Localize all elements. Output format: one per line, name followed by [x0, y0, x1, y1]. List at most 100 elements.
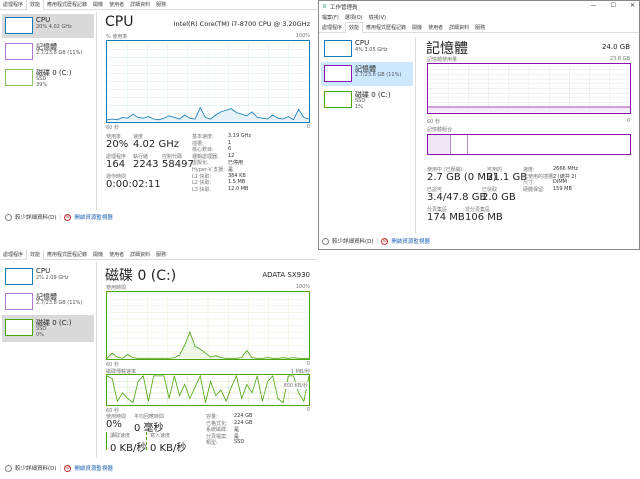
task-manager-window: ⚙ 工作管理員 — ☐ ✕ 檔案(F) 選項(O) 檢視(V) 處理程序 效能 …	[318, 0, 640, 250]
spec-label: 分頁檔案:	[206, 433, 228, 440]
tab-app-history[interactable]: 應用程式歷程記錄	[366, 24, 407, 31]
spec-label: 系統磁碟:	[206, 427, 228, 434]
menu-options[interactable]: 選項(O)	[344, 15, 363, 21]
spec-row: 核心數目: 6	[192, 146, 251, 153]
tab-processes[interactable]: 處理程序	[3, 1, 24, 8]
tab-processes[interactable]: 處理程序	[322, 24, 343, 31]
spec-label: 基本速度:	[192, 134, 214, 140]
tab-details[interactable]: 詳細資料	[130, 1, 151, 8]
spec-value: 是	[234, 433, 240, 440]
sidebar-sub: SSD 1%	[355, 98, 366, 110]
time-left: 60 秒	[427, 119, 440, 125]
fewer-details-button[interactable]: 較少詳細資料(D)	[15, 215, 57, 221]
disk-type: SSD	[355, 98, 366, 104]
tab-users[interactable]: 使用者	[109, 251, 125, 258]
spec-row: 速度: 2666 MHz	[523, 166, 578, 173]
disk-active-time-graph	[106, 291, 310, 360]
sidebar-item-disk[interactable]: 磁碟 0 (C:) SSD 39%	[2, 66, 94, 90]
chevron-up-icon[interactable]: ˄	[5, 213, 12, 221]
tab-services[interactable]: 服務	[156, 251, 167, 258]
tab-startup[interactable]: 開機	[412, 24, 423, 31]
fewer-details-button[interactable]: 較少詳細資料(D)	[15, 466, 57, 472]
response-time-label: 平均回應時間	[134, 414, 165, 420]
spec-label: 硬體保留:	[523, 186, 545, 193]
tab-startup[interactable]: 開機	[93, 1, 104, 8]
open-resource-monitor-link[interactable]: 開啟資源監視器	[74, 215, 113, 221]
speed-label: 速度	[133, 134, 144, 140]
spec-value: 3.19 GHz	[228, 133, 251, 139]
disk-specs: 容量: 224 GB 已格式化: 224 GB 系統磁碟: 是分頁檔案: 是類型: SSD	[206, 413, 252, 446]
spec-label: 速度:	[523, 167, 535, 173]
tab-details[interactable]: 詳細資料	[449, 24, 470, 31]
spec-label: 已格式化:	[206, 420, 228, 427]
read-speed-label: 讀取速度	[110, 433, 131, 439]
tab-services[interactable]: 服務	[156, 1, 167, 8]
tab-app-history[interactable]: 應用程式歷程記錄	[47, 1, 88, 8]
minimize-button[interactable]: —	[590, 2, 597, 9]
sidebar-item-cpu[interactable]: CPU 2% 2.09 GHz	[2, 265, 94, 289]
footer: ˄ 較少詳細資料(D) | ⊘ 開啟資源監視器	[5, 464, 113, 472]
tab-performance[interactable]: 效能	[26, 250, 45, 260]
title-bar: ⚙ 工作管理員	[322, 3, 357, 11]
chevron-up-icon[interactable]: ˄	[322, 237, 329, 245]
memory-thumbnail	[5, 293, 33, 310]
fewer-details-button[interactable]: 較少詳細資料(D)	[332, 239, 374, 245]
menu-file[interactable]: 檔案(F)	[322, 15, 339, 21]
spec-row: 類型: SSD	[206, 439, 252, 446]
sidebar-item-memory[interactable]: 記憶體 2.7/23.8 GB (11%)	[2, 40, 94, 64]
sidebar-label: CPU	[36, 16, 51, 24]
memory-specs: 速度: 2666 MHz 已使用的插槽: 2 (總共 2) 尺寸: DIMM 硬體保留: 15…	[523, 166, 578, 193]
disk-usage: 39%	[36, 81, 48, 88]
sidebar-sub: 2% 2.09 GHz	[36, 275, 69, 281]
sidebar-item-memory[interactable]: 記憶體 2.7/23.8 GB (11%)	[321, 62, 413, 86]
tab-details[interactable]: 詳細資料	[130, 251, 151, 258]
chevron-up-icon[interactable]: ˄	[5, 464, 12, 472]
footer: ˄ 較少詳細資料(D) | ⊘ 開啟資源監視器	[322, 237, 430, 245]
open-resource-monitor-link[interactable]: 開啟資源監視器	[391, 239, 430, 245]
footer: ˄ 較少詳細資料(D) | ⊘ 開啟資源監視器	[5, 213, 113, 221]
tab-startup[interactable]: 開機	[93, 251, 104, 258]
divider	[415, 37, 416, 233]
close-button[interactable]: ✕	[629, 2, 635, 9]
in-use-label: 使用中 (已壓縮)	[427, 167, 463, 173]
spec-value: 1.5 MB	[228, 179, 246, 186]
menu-bar: 檔案(F) 選項(O) 檢視(V)	[322, 14, 386, 21]
menu-view[interactable]: 檢視(V)	[368, 15, 386, 21]
tab-users[interactable]: 使用者	[428, 24, 444, 31]
time-right: 0	[306, 124, 310, 130]
standby-segment	[451, 135, 468, 154]
tab-performance[interactable]: 效能	[26, 0, 45, 10]
available-value: 21.1 GB	[487, 172, 528, 183]
disk-model: ADATA SX930	[262, 271, 310, 279]
sidebar-item-disk[interactable]: 磁碟 0 (C:) SSD 1%	[321, 88, 413, 112]
tab-bar: 處理程序 效能 應用程式歷程記錄 開機 使用者 詳細資料 服務	[319, 22, 639, 33]
maximize-button[interactable]: ☐	[610, 2, 616, 9]
time-right: 0	[306, 407, 310, 413]
spec-row: 已使用的插槽: 2 (總共 2)	[523, 173, 578, 180]
sidebar-item-disk[interactable]: 磁碟 0 (C:) SSD 0%	[2, 315, 94, 342]
spec-row: 硬體保留: 159 MB	[523, 186, 578, 193]
sidebar-sub: SSD 39%	[36, 76, 48, 88]
disk-performance-panel: 處理程序 效能 應用程式歷程記錄 開機 使用者 詳細資料 服務 CPU 2% 2…	[0, 250, 318, 479]
write-speed: 寫入速度 0 KB/秒	[146, 432, 186, 454]
sidebar-label: 記憶體	[36, 43, 57, 51]
cpu-thumbnail	[5, 268, 33, 285]
tab-services[interactable]: 服務	[475, 24, 486, 31]
active-time-value: 0%	[106, 419, 122, 430]
spec-value: 6	[228, 146, 232, 153]
sidebar-item-cpu[interactable]: CPU 4% 3.05 GHz	[321, 37, 413, 61]
sidebar-item-cpu[interactable]: CPU 20% 4.02 GHz	[2, 14, 94, 38]
tab-processes[interactable]: 處理程序	[3, 251, 24, 258]
tab-app-history[interactable]: 應用程式歷程記錄	[47, 251, 88, 258]
spec-value: 是	[228, 166, 234, 173]
tab-users[interactable]: 使用者	[109, 1, 125, 8]
tab-performance[interactable]: 效能	[345, 22, 364, 33]
nonpaged-pool-value: 106 MB	[465, 212, 503, 223]
spec-row: 系統磁碟: 是	[206, 426, 252, 433]
open-resource-monitor-link[interactable]: 開啟資源監視器	[74, 466, 113, 472]
sidebar-item-memory[interactable]: 記憶體 2.7/23.8 GB (11%)	[2, 290, 94, 314]
graph-label: 使用時間	[106, 285, 127, 291]
response-time-value: 0 毫秒	[134, 423, 164, 434]
resource-monitor-icon: ⊘	[381, 237, 389, 245]
spec-label: L3 快取:	[192, 186, 212, 193]
